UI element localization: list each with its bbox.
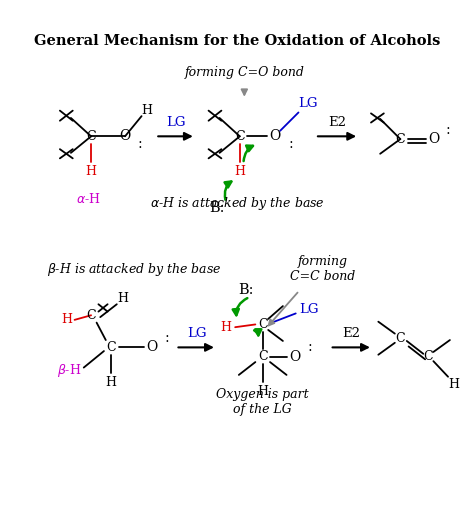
Text: Oxygen is part
of the LG: Oxygen is part of the LG <box>217 388 309 416</box>
Text: forming
C=C bond: forming C=C bond <box>290 255 355 284</box>
Text: H: H <box>62 313 73 327</box>
Text: H: H <box>86 165 97 177</box>
Text: $\beta$-H: $\beta$-H <box>57 362 82 379</box>
Text: H: H <box>257 385 268 398</box>
Text: General Mechanism for the Oxidation of Alcohols: General Mechanism for the Oxidation of A… <box>34 35 440 48</box>
Text: O: O <box>119 129 131 143</box>
Text: :: : <box>164 331 169 345</box>
Text: $\beta$-H is attacked by the base: $\beta$-H is attacked by the base <box>47 261 221 278</box>
Text: C: C <box>395 133 405 145</box>
Text: B:: B: <box>238 282 254 297</box>
Text: C: C <box>86 309 96 322</box>
Text: H: H <box>220 321 231 334</box>
Text: C: C <box>423 350 433 363</box>
Text: forming C=O bond: forming C=O bond <box>184 66 304 79</box>
Text: $\alpha$-H: $\alpha$-H <box>76 192 100 206</box>
Text: LG: LG <box>166 116 185 129</box>
Text: H: H <box>142 104 153 117</box>
Text: C: C <box>395 332 405 345</box>
Text: H: H <box>448 377 459 391</box>
Text: :: : <box>307 340 312 354</box>
Text: $\alpha$-H is attacked by the base: $\alpha$-H is attacked by the base <box>150 195 324 212</box>
Text: C: C <box>86 130 96 143</box>
Text: O: O <box>289 350 301 363</box>
Text: B:: B: <box>209 201 225 215</box>
Text: E2: E2 <box>328 116 346 129</box>
Text: C: C <box>258 350 267 363</box>
Text: H: H <box>234 165 245 177</box>
Text: H: H <box>118 292 129 305</box>
Text: O: O <box>269 129 280 143</box>
Text: O: O <box>428 132 439 146</box>
Text: E2: E2 <box>343 327 361 340</box>
Text: :: : <box>289 136 293 151</box>
Text: C: C <box>107 341 116 354</box>
Text: C: C <box>258 318 267 331</box>
Text: LG: LG <box>298 97 318 110</box>
Text: LG: LG <box>299 303 319 316</box>
Text: :: : <box>446 123 450 137</box>
Text: O: O <box>146 340 157 354</box>
Text: LG: LG <box>187 327 206 340</box>
Text: :: : <box>137 136 142 151</box>
Text: H: H <box>106 376 117 388</box>
Text: C: C <box>235 130 245 143</box>
